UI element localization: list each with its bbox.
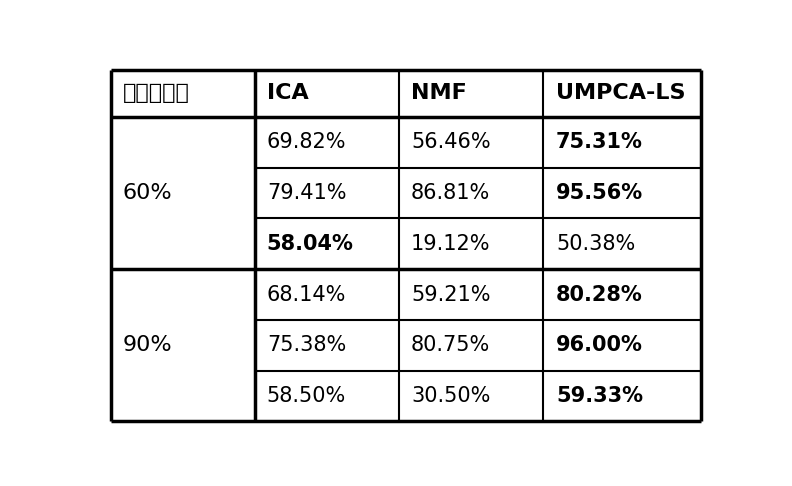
Text: 69.82%: 69.82% (267, 132, 346, 153)
Text: 96.00%: 96.00% (556, 335, 643, 355)
Text: 95.56%: 95.56% (556, 183, 643, 203)
Text: 79.41%: 79.41% (267, 183, 346, 203)
Text: 19.12%: 19.12% (411, 234, 490, 254)
Text: ICA: ICA (267, 83, 309, 104)
Text: 75.38%: 75.38% (267, 335, 346, 355)
Text: 80.75%: 80.75% (411, 335, 490, 355)
Text: 86.81%: 86.81% (411, 183, 490, 203)
Text: 68.14%: 68.14% (267, 284, 346, 305)
Text: 80.28%: 80.28% (556, 284, 643, 305)
Text: 56.46%: 56.46% (411, 132, 490, 153)
Text: 58.50%: 58.50% (267, 386, 346, 406)
Text: NMF: NMF (411, 83, 466, 104)
Text: 训练集比例: 训练集比例 (123, 83, 189, 104)
Text: 59.33%: 59.33% (556, 386, 643, 406)
Text: 60%: 60% (123, 183, 173, 203)
Text: 75.31%: 75.31% (556, 132, 643, 153)
Text: UMPCA-LS: UMPCA-LS (556, 83, 685, 104)
Text: 90%: 90% (123, 335, 173, 355)
Text: 30.50%: 30.50% (411, 386, 490, 406)
Text: 58.04%: 58.04% (267, 234, 354, 254)
Text: 59.21%: 59.21% (411, 284, 490, 305)
Text: 50.38%: 50.38% (556, 234, 635, 254)
